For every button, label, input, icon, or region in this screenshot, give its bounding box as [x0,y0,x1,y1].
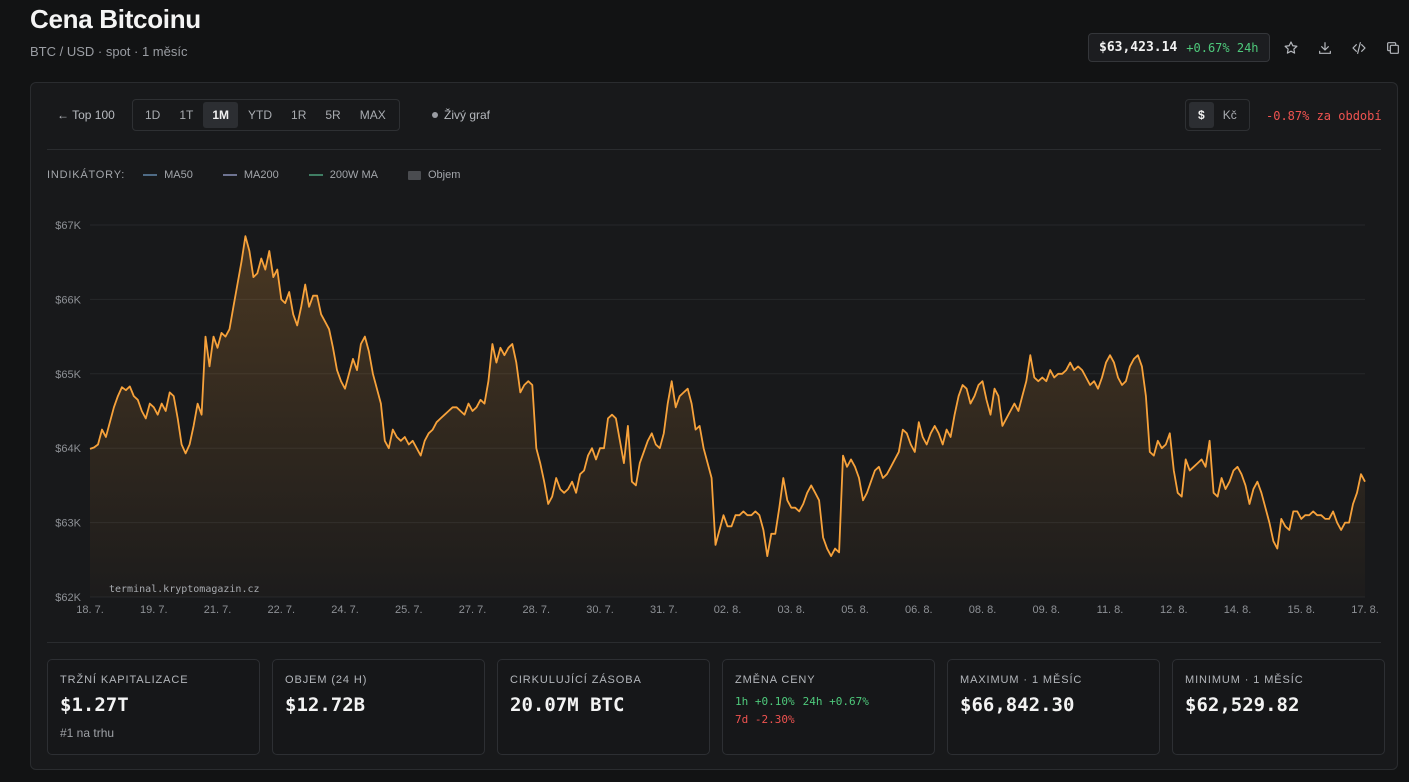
stat-label: Objem (24 h) [285,674,368,686]
x-tick-label: 25. 7. [395,604,423,616]
page-title: Cena Bitcoinu [30,4,201,34]
x-tick-label: 03. 8. [777,604,805,616]
indicator-volume-toggle[interactable]: Objem [408,169,460,181]
x-tick-label: 22. 7. [267,604,295,616]
indicator-ma200-label: MA200 [243,169,279,181]
range-ytd-button[interactable]: YTD [248,108,273,122]
x-tick-label: 28. 7. [522,604,550,616]
x-tick-label: 02. 8. [714,604,742,616]
volume-swatch [408,170,421,180]
ma200w-swatch [308,174,323,176]
chart-panel: ← Top 100 1D 1T 1M YTD 1R 5R MAX Živý gr… [30,82,1398,770]
indicators-title: INDIKÁTORY: [47,169,126,181]
y-tick-label: $63K [55,518,81,530]
stat-label: Minimum · 1 měsíc [1185,674,1304,686]
download-icon[interactable] [1312,35,1338,61]
toolbar-divider [47,149,1381,150]
stat-price-change: Změna ceny 1h +0.10% 24h +0.67% 7d -2.30% [722,659,935,755]
live-chart-label: Živý graf [444,108,491,122]
back-to-top100-link[interactable]: ← Top 100 [57,108,115,122]
change-24h: 24h +0.67% [802,695,869,708]
indicator-volume-label: Objem [428,169,461,181]
current-price: $63,423.14 [1099,40,1178,55]
currency-selector: $ Kč [1185,99,1250,131]
range-1t-button[interactable]: 1T [179,108,194,122]
x-tick-label: 21. 7. [204,604,232,616]
stat-label: Cirkulující zásoba [510,674,642,686]
stat-value: $62,529.82 [1185,694,1300,716]
stat-volume-24h: Objem (24 h) $12.72B [272,659,485,755]
x-tick-label: 17. 8. [1351,604,1379,616]
range-1r-button[interactable]: 1R [291,108,307,122]
x-tick-label: 06. 8. [905,604,933,616]
price-change-24h: +0.67% 24h [1186,40,1259,55]
copy-icon[interactable] [1380,35,1406,61]
price-chart[interactable]: $62K $63K $64K $65K $66K $67K 18. 7. 19. 7. 21. … [31,203,1397,618]
y-tick-label: $64K [55,443,81,455]
watermark: terminal.kryptomagazin.cz [109,584,260,595]
page-subtitle: BTC / USD · spot · 1 měsíc [30,44,188,59]
stat-value: $1.27T [60,694,129,716]
embed-code-icon[interactable] [1346,35,1372,61]
ma50-swatch [143,174,158,176]
range-1m-button[interactable]: 1M [203,102,239,128]
stat-value: 20.07M BTC [510,694,625,716]
x-tick-label: 12. 8. [1160,604,1188,616]
y-tick-label: $66K [55,294,81,306]
chart-bottom-divider [47,642,1381,643]
price-change-list: 1h +0.10% 24h +0.67% 7d -2.30% [735,693,922,729]
stat-month-max: Maximum · 1 měsíc $66,842.30 [947,659,1160,755]
y-tick-label: $62K [55,592,81,604]
x-tick-label: 09. 8. [1032,604,1060,616]
stat-value: $66,842.30 [960,694,1075,716]
x-tick-label: 05. 8. [841,604,869,616]
indicator-200w-ma-toggle[interactable]: 200W MA [308,169,378,181]
stat-market-cap: Tržní kapitalizace $1.27T #1 na trhu [47,659,260,755]
current-price-badge: $63,423.14 +0.67% 24h [1088,33,1270,62]
range-selector: 1D 1T 1M YTD 1R 5R MAX [132,99,400,131]
x-tick-label: 14. 8. [1224,604,1252,616]
indicator-legend: INDIKÁTORY: MA50 MA200 200W MA Objem [47,169,490,181]
stat-label: Tržní kapitalizace [60,674,189,686]
indicator-ma50-toggle[interactable]: MA50 [143,169,193,181]
star-icon[interactable] [1278,35,1304,61]
x-tick-label: 11. 8. [1097,604,1124,616]
stat-label: Maximum · 1 měsíc [960,674,1083,686]
period-change: -0.87% za období [1266,109,1382,123]
x-tick-label: 31. 7. [650,604,678,616]
indicator-ma200-toggle[interactable]: MA200 [222,169,279,181]
stat-rank: #1 na trhu [60,726,115,740]
x-tick-label: 27. 7. [459,604,487,616]
x-tick-label: 19. 7. [140,604,168,616]
x-tick-label: 24. 7. [331,604,359,616]
stat-value: $12.72B [285,694,366,716]
currency-czk-button[interactable]: Kč [1222,108,1237,122]
x-tick-label: 15. 8. [1287,604,1315,616]
x-tick-label: 18. 7. [76,604,104,616]
x-tick-label: 08. 8. [969,604,997,616]
stat-circulating-supply: Cirkulující zásoba 20.07M BTC [497,659,710,755]
indicator-200w-ma-label: 200W MA [329,169,378,181]
range-5r-button[interactable]: 5R [325,108,341,122]
y-tick-label: $67K [55,220,81,232]
range-1d-button[interactable]: 1D [145,108,161,122]
y-tick-label: $65K [55,369,81,381]
live-chart-toggle[interactable]: Živý graf [432,108,490,122]
header-actions [1278,35,1406,61]
indicator-ma50-label: MA50 [164,169,193,181]
change-1h: 1h +0.10% [735,695,795,708]
x-tick-label: 30. 7. [586,604,614,616]
stats-row: Tržní kapitalizace $1.27T #1 na trhu Obj… [47,659,1385,755]
price-area [90,236,1365,597]
currency-usd-button[interactable]: $ [1189,102,1214,128]
price-line [89,235,1366,557]
change-7d: 7d -2.30% [735,713,795,726]
ma200-swatch [222,174,237,176]
stat-label: Změna ceny [735,674,816,686]
range-max-button[interactable]: MAX [359,108,386,122]
stat-month-min: Minimum · 1 měsíc $62,529.82 [1172,659,1385,755]
live-dot-icon [432,112,438,118]
